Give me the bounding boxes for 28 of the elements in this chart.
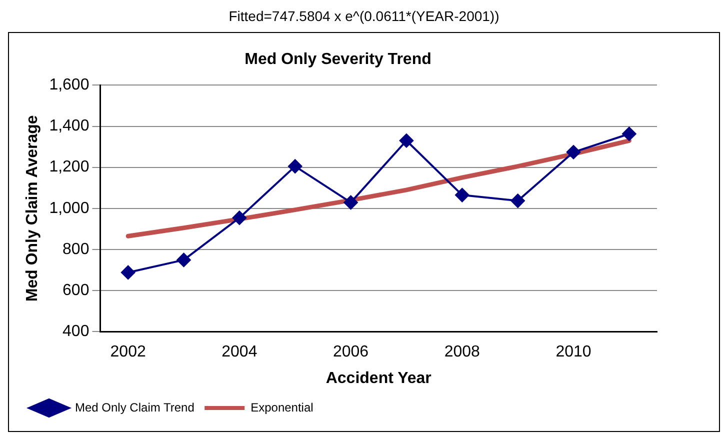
legend-label: Med Only Claim Trend [75,400,194,414]
x-tick-label: 2002 [110,344,146,361]
point [510,194,525,208]
y-tick-label: 1,200 [49,158,90,176]
x-tick-label: 2008 [444,344,480,361]
y-tick-label: 1,600 [49,76,90,94]
point [176,252,191,267]
legend-label: Exponential [250,400,314,414]
y-tick-label: 1,000 [49,200,90,217]
point [288,159,302,174]
chart-title: Med Only Severity Trend [244,51,432,68]
point [566,145,580,160]
x-tick-label: 2006 [332,344,369,361]
y-tick-label: 400 [62,323,90,340]
point [121,265,136,280]
point [622,126,636,141]
point [344,195,358,210]
x-tick-label: 2010 [556,344,592,361]
x-tick-label: 2004 [222,344,258,361]
y-tick-label: 800 [62,240,90,258]
point [232,210,246,225]
y-axis-title: Med Only Claim Average [24,115,42,302]
x-axis-title: Accident Year [326,370,432,387]
y-tick-label: 1,400 [49,118,90,135]
point [399,134,414,148]
text: Fitted=747.5804 x e^(0.0611*(YEAR-2001)) [228,8,500,26]
point [455,188,470,202]
y-tick-label: 600 [62,282,90,299]
